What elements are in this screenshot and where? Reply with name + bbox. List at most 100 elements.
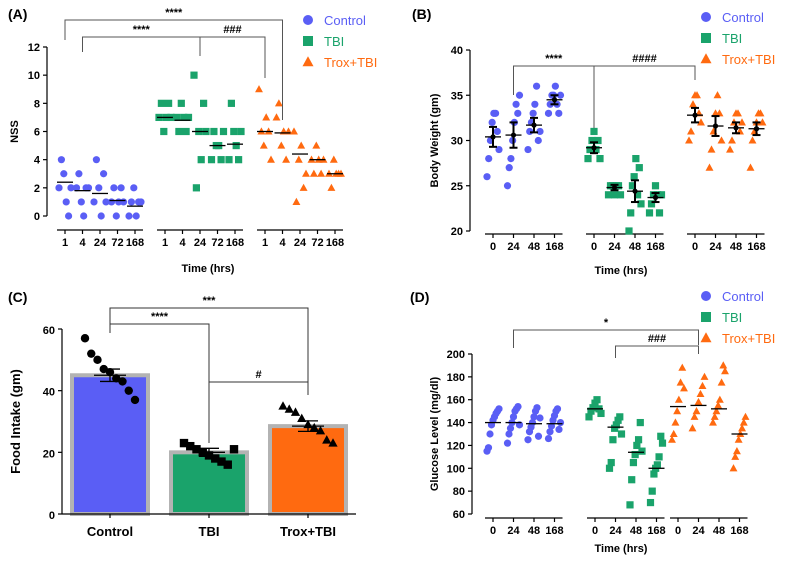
data-point: [597, 409, 605, 418]
data-point: [165, 99, 173, 107]
x-tick-label: 168: [326, 237, 344, 249]
significance-bracket: [82, 36, 201, 56]
x-tick-label: 168: [545, 241, 563, 253]
legend-marker: [700, 53, 712, 64]
y-tick-label: 40: [451, 45, 463, 57]
data-point: [192, 445, 201, 454]
data-point: [284, 404, 294, 413]
data-point: [594, 136, 602, 145]
data-point: [97, 212, 105, 220]
data-point: [507, 155, 515, 163]
data-point: [646, 498, 655, 507]
x-tick-label: 24: [507, 241, 520, 253]
data-point: [514, 109, 522, 117]
x-tick-label: 24: [194, 237, 207, 249]
data-point: [309, 422, 319, 432]
significance-label: ****: [133, 24, 151, 36]
data-point: [555, 425, 563, 434]
significance-bracket: [64, 19, 283, 120]
y-tick-label: 40: [43, 387, 55, 399]
data-point: [219, 127, 228, 136]
data-point: [309, 169, 318, 177]
data-point: [137, 198, 145, 206]
y-tick-label: 180: [447, 372, 465, 384]
data-point: [118, 377, 127, 386]
data-point: [130, 395, 140, 405]
data-point: [668, 435, 676, 443]
significance-label: ****: [545, 53, 563, 65]
x-tick-label: 0: [490, 241, 496, 253]
data-point: [680, 384, 688, 392]
data-point: [651, 182, 660, 190]
x-tick-label: 4: [279, 237, 286, 249]
data-point: [533, 404, 541, 412]
data-point: [633, 191, 642, 199]
x-tick-label: 72: [311, 237, 323, 249]
x-axis-title: Time (hrs): [595, 265, 648, 277]
data-point: [197, 156, 205, 164]
data-point: [714, 401, 723, 409]
legend-marker: [701, 312, 711, 322]
data-point: [636, 418, 644, 427]
y-tick-label: 30: [451, 136, 463, 148]
legend-label: Control: [722, 10, 764, 25]
mean-dot: [692, 112, 698, 118]
mean-dot: [531, 122, 537, 128]
data-point: [726, 145, 734, 153]
y-tick-label: 60: [43, 325, 55, 337]
x-tick-label: Trox+TBI: [280, 524, 336, 539]
data-point: [612, 421, 620, 429]
data-point: [709, 418, 717, 426]
data-point: [712, 407, 721, 415]
data-point: [200, 99, 208, 107]
data-point: [705, 163, 714, 171]
data-point: [607, 458, 615, 467]
panel-letter: (A): [8, 6, 27, 22]
data-point: [229, 445, 239, 454]
legend-label: Trox+TBI: [722, 331, 775, 346]
significance-label: *: [604, 317, 609, 329]
data-point: [536, 127, 544, 136]
data-point: [625, 227, 633, 235]
x-tick-label: 48: [528, 241, 540, 253]
data-point: [237, 127, 245, 136]
data-point: [65, 212, 73, 220]
data-point: [534, 136, 542, 145]
x-axis-title: Time (hrs): [182, 263, 235, 275]
x-axis-title: Time (hrs): [595, 543, 648, 555]
y-axis-title: NSS: [9, 120, 21, 143]
data-point: [282, 155, 291, 163]
y-tick-label: 2: [34, 183, 40, 195]
panel-2: (C) 0 20 40 60 Food Intake (gm) Control TBI Trox…: [8, 289, 356, 539]
x-tick-label: 168: [730, 525, 748, 537]
data-point: [633, 441, 641, 450]
data-point: [327, 183, 336, 191]
legend-label: TBI: [722, 31, 742, 46]
data-point: [124, 386, 133, 395]
data-point: [259, 141, 268, 149]
data-point: [653, 191, 662, 199]
significance-label: ****: [165, 7, 183, 19]
data-point: [72, 184, 81, 192]
data-point: [688, 424, 697, 432]
data-point: [100, 170, 108, 178]
data-point: [634, 436, 643, 444]
data-point: [700, 372, 709, 380]
x-tick-label: 48: [713, 525, 725, 537]
data-point: [80, 212, 88, 220]
data-point: [107, 198, 116, 206]
data-point: [717, 136, 726, 144]
mean-dot: [551, 97, 558, 103]
data-point: [192, 184, 200, 192]
x-tick-label: 4: [79, 237, 86, 249]
data-point: [486, 430, 494, 438]
data-point: [290, 127, 298, 135]
x-tick-label: 48: [528, 525, 540, 537]
data-point: [232, 141, 240, 150]
x-tick-label: 168: [126, 237, 144, 249]
data-point: [491, 109, 500, 117]
data-point: [635, 164, 643, 172]
data-point: [556, 91, 565, 99]
data-point: [758, 118, 767, 126]
